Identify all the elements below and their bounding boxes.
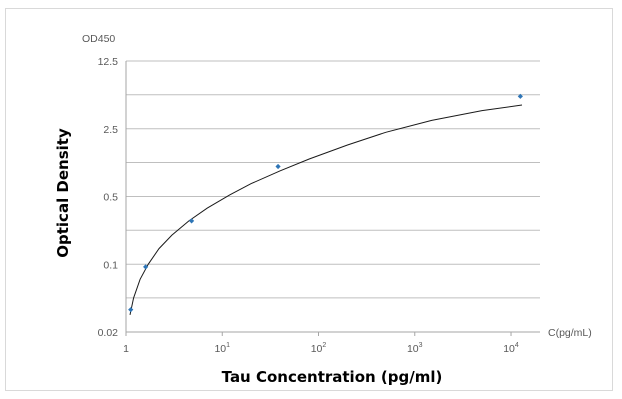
x-tick-label-1: 101 <box>214 342 230 355</box>
y-tick-labels: 12.5 2.5 0.5 0.1 0.02 <box>98 56 119 339</box>
data-point-1 <box>143 264 149 270</box>
x-unit-label: C(pg/mL) <box>548 327 592 339</box>
y-axis-title: Optical Density <box>54 128 72 258</box>
gridlines <box>126 60 540 333</box>
data-point-3 <box>275 163 281 170</box>
y-tick-label-0: 12.5 <box>98 56 119 68</box>
x-tick-label-2: 102 <box>311 342 327 355</box>
data-point-0 <box>128 307 134 313</box>
data-points <box>128 93 523 313</box>
x-tick-labels: 1 101 102 103 104 <box>123 342 519 355</box>
data-point-4 <box>517 93 523 99</box>
chart-frame <box>5 8 613 391</box>
fit-curve <box>129 104 523 316</box>
y-tick-label-3: 0.1 <box>103 259 118 271</box>
y-tick-label-2: 0.5 <box>103 192 118 204</box>
x-axis-title: Tau Concentration (pg/ml) <box>222 368 443 386</box>
y-tick-label-1: 2.5 <box>103 124 118 136</box>
data-point-2 <box>188 218 195 224</box>
x-tick-label-4: 104 <box>503 342 519 355</box>
x-tick-label-0: 1 <box>123 343 129 355</box>
x-tick-label-3: 103 <box>407 342 423 355</box>
fit-curve-layer <box>129 104 523 316</box>
axes <box>125 61 540 336</box>
y-unit-label: OD450 <box>82 33 115 45</box>
y-tick-label-4: 0.02 <box>98 327 119 339</box>
